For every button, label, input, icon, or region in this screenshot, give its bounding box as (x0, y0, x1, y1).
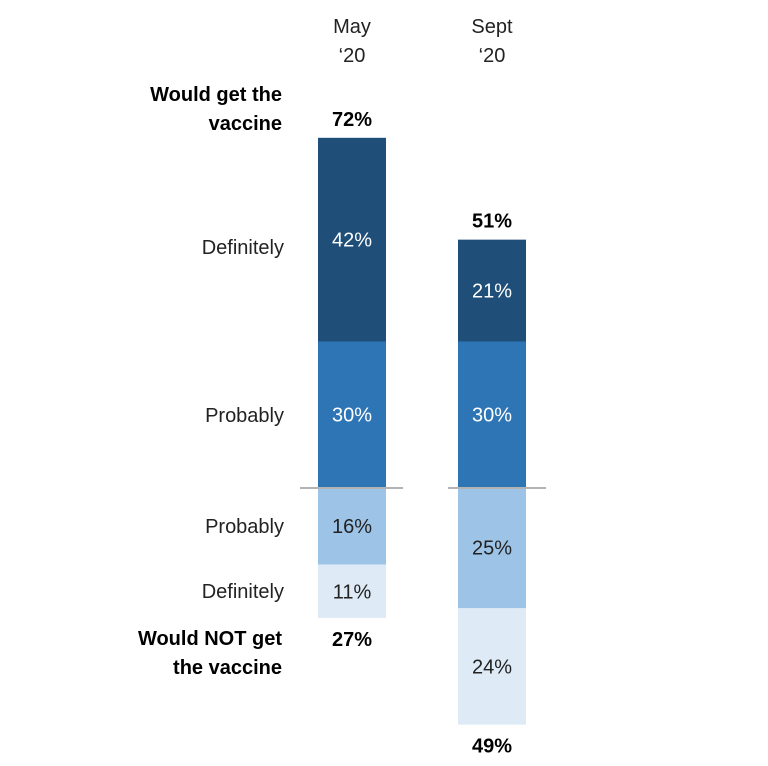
row-label-would-get-probably: Probably (205, 405, 284, 427)
group-label-would-not-get-line2: the vaccine (173, 657, 282, 679)
bar-segments (318, 137, 526, 725)
total-would-get-sept-20: 51% (472, 211, 512, 233)
bar-segment-would-get-the-vaccine-probably-may-20 (318, 341, 386, 487)
bar-segment-would-not-get-the-vaccine-definitely-may-20 (318, 564, 386, 618)
group-label-would-not-get-line1: Would NOT get (138, 628, 282, 650)
total-would-not-get-may-20: 27% (332, 629, 372, 651)
bar-segment-would-get-the-vaccine-definitely-sept-20 (458, 239, 526, 342)
column-header-may-line1: May (333, 16, 371, 38)
total-would-get-may-20: 72% (332, 109, 372, 131)
total-would-not-get-sept-20: 49% (472, 736, 512, 758)
segment-label-would-not-get-the-vaccine-probably-may-20: 16% (332, 516, 372, 538)
row-label-would-not-definitely: Definitely (202, 581, 284, 603)
row-label-would-not-probably: Probably (205, 516, 284, 538)
segment-label-would-not-get-the-vaccine-probably-sept-20: 25% (472, 538, 512, 560)
segment-label-would-get-the-vaccine-definitely-sept-20: 21% (472, 281, 512, 303)
total-labels: 72% 27% 51% 49% (332, 109, 512, 758)
column-header-sept-line2: ‘20 (479, 45, 506, 67)
bar-segment-would-not-get-the-vaccine-probably-may-20 (318, 487, 386, 565)
segment-label-would-get-the-vaccine-definitely-may-20: 42% (332, 230, 372, 252)
segment-label-would-not-get-the-vaccine-definitely-sept-20: 24% (472, 656, 512, 678)
segment-label-would-not-get-the-vaccine-definitely-may-20: 11% (333, 581, 372, 603)
column-header-may-line2: ‘20 (339, 45, 366, 67)
column-header-sept-line1: Sept (471, 16, 513, 38)
bar-segment-would-get-the-vaccine-definitely-may-20 (318, 137, 386, 342)
bar-segment-would-not-get-the-vaccine-probably-sept-20 (458, 487, 526, 609)
row-label-would-get-definitely: Definitely (202, 237, 284, 259)
bar-segment-would-not-get-the-vaccine-definitely-sept-20 (458, 608, 526, 725)
bar-segment-would-get-the-vaccine-probably-sept-20 (458, 341, 526, 487)
segment-label-would-get-the-vaccine-probably-may-20: 30% (332, 404, 372, 426)
group-label-would-get-line2: vaccine (209, 113, 282, 135)
segment-labels: 30% 42% 16% 11% 30% 21% 25% 24% (332, 230, 512, 679)
segment-label-would-get-the-vaccine-probably-sept-20: 30% (472, 404, 512, 426)
group-label-would-get-line1: Would get the (150, 84, 282, 106)
